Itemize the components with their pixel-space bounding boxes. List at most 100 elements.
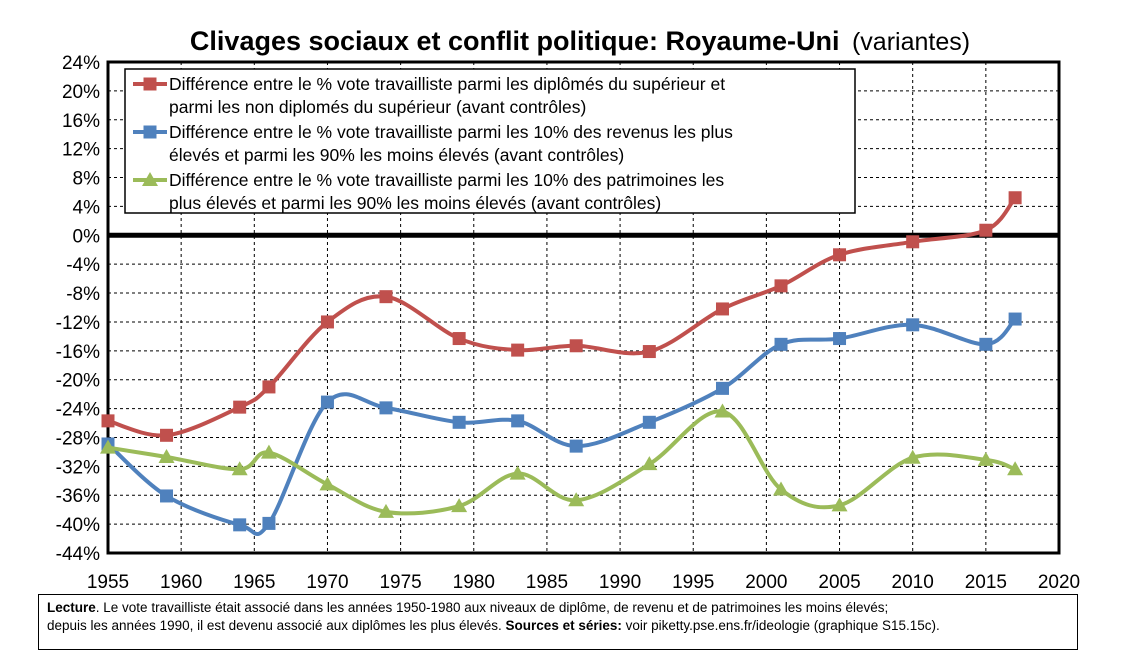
data-point — [101, 414, 115, 428]
legend-box — [124, 68, 856, 214]
x-tick-label: 1960 — [160, 572, 202, 590]
data-point — [262, 516, 276, 530]
x-tick-label: 2005 — [818, 572, 860, 590]
y-tick-label: -40% — [56, 515, 100, 536]
legend-label: Différence entre le % vote travailliste … — [169, 122, 733, 142]
legend-label: Différence entre le % vote travailliste … — [169, 74, 725, 94]
x-tick-label: 1975 — [379, 572, 421, 590]
data-point — [158, 448, 175, 463]
y-tick-label: 12% — [62, 140, 100, 161]
y-tick-label: -24% — [56, 400, 100, 421]
data-point — [320, 395, 334, 409]
data-point — [233, 518, 247, 532]
x-tick-label: 1980 — [453, 572, 495, 590]
data-point — [642, 415, 656, 429]
grid — [108, 62, 1059, 553]
y-tick-label: 4% — [73, 197, 101, 218]
x-axis: 1955 1960 1965 1970 1975 1980 1985 1990 1995 2000… — [87, 572, 1080, 590]
y-tick-label: 0% — [73, 226, 101, 247]
legend-swatch-marker — [143, 77, 157, 91]
y-tick-label: 16% — [62, 111, 100, 132]
data-point — [642, 345, 656, 359]
data-point — [904, 449, 921, 464]
legend-swatch-marker — [143, 125, 157, 139]
legend: Différence entre le % vote travailliste … — [124, 68, 856, 214]
data-point — [977, 451, 994, 466]
x-tick-label: 2010 — [892, 572, 934, 590]
data-point — [715, 381, 729, 395]
data-point — [320, 315, 334, 329]
data-point — [231, 461, 248, 476]
footer-line-2: depuis les années 1990, il est devenu as… — [47, 617, 1069, 635]
data-point — [233, 400, 247, 414]
data-point — [774, 337, 788, 351]
data-point — [979, 337, 993, 351]
y-tick-label: 8% — [73, 169, 101, 190]
y-tick-label: -12% — [56, 313, 100, 334]
data-point — [641, 456, 658, 471]
x-tick-label: 2015 — [965, 572, 1007, 590]
y-tick-label: -20% — [56, 371, 100, 392]
series-line — [107, 196, 1017, 438]
chart: Clivages sociaux et conflit politique: R… — [56, 26, 1081, 590]
data-point — [833, 332, 847, 346]
x-tick-label: 1990 — [599, 572, 641, 590]
data-point — [833, 248, 847, 262]
y-tick-label: -16% — [56, 342, 100, 363]
x-tick-label: 1955 — [87, 572, 129, 590]
y-axis: 24% 20% 16% 12% 8% 4% 0% -4% -8% -12% -16% -20% -24%… — [56, 53, 100, 565]
data-point — [160, 489, 174, 503]
data-point — [569, 339, 583, 353]
x-tick-label: 1970 — [306, 572, 348, 590]
series-group — [100, 191, 1024, 537]
chart-title: Clivages sociaux et conflit politique: R… — [190, 26, 840, 56]
series-line — [106, 317, 1017, 537]
legend-label: élevés et parmi les 90% les moins élevés… — [169, 145, 624, 165]
y-tick-label: -4% — [66, 255, 100, 276]
data-point — [568, 492, 585, 507]
data-point — [509, 465, 526, 480]
y-tick-label: -8% — [66, 284, 100, 305]
data-point — [511, 414, 525, 428]
legend-label: plus élevés et parmi les 90% les moins é… — [169, 193, 661, 213]
sources-text: voir piketty.pse.ens.fr/ideologie (graph… — [625, 618, 940, 633]
data-point — [262, 380, 276, 394]
data-point — [260, 444, 277, 459]
footer-note: Lecture. Le vote travailliste était asso… — [38, 594, 1078, 650]
y-tick-label: 24% — [62, 53, 100, 74]
series-line — [107, 409, 1016, 516]
data-point — [160, 428, 174, 442]
data-point — [1008, 191, 1022, 205]
data-point — [569, 439, 583, 453]
legend-label: Différence entre le % vote travailliste … — [169, 170, 724, 190]
data-point — [831, 497, 848, 512]
data-point — [714, 403, 731, 418]
x-tick-label: 1965 — [233, 572, 275, 590]
data-point — [979, 223, 993, 237]
data-point — [452, 332, 466, 346]
data-point — [906, 235, 920, 249]
data-point — [715, 302, 729, 316]
data-point — [100, 439, 116, 454]
data-point — [319, 476, 336, 491]
chart-title-group: Clivages sociaux et conflit politique: R… — [190, 26, 970, 56]
x-tick-label: 1995 — [672, 572, 714, 590]
data-point — [906, 318, 920, 332]
data-point — [1007, 461, 1024, 476]
data-point — [511, 343, 525, 357]
plot-frame — [106, 60, 1061, 555]
series-3 — [100, 403, 1024, 518]
y-tick-label: -36% — [56, 486, 100, 507]
legend-label: parmi les non diplomés du supérieur (ava… — [169, 97, 586, 117]
data-point — [451, 498, 468, 513]
y-tick-label: 20% — [62, 82, 100, 103]
x-tick-label: 2000 — [745, 572, 787, 590]
x-tick-label: 1985 — [526, 572, 568, 590]
footer-line-1: Lecture. Le vote travailliste était asso… — [47, 599, 1069, 617]
series-1 — [101, 191, 1022, 442]
chart-subtitle: (variantes) — [852, 28, 970, 56]
lecture-text-2: depuis les années 1990, il est devenu as… — [47, 618, 502, 633]
y-tick-label: -32% — [56, 457, 100, 478]
data-point — [774, 279, 788, 293]
y-tick-label: -28% — [56, 428, 100, 449]
